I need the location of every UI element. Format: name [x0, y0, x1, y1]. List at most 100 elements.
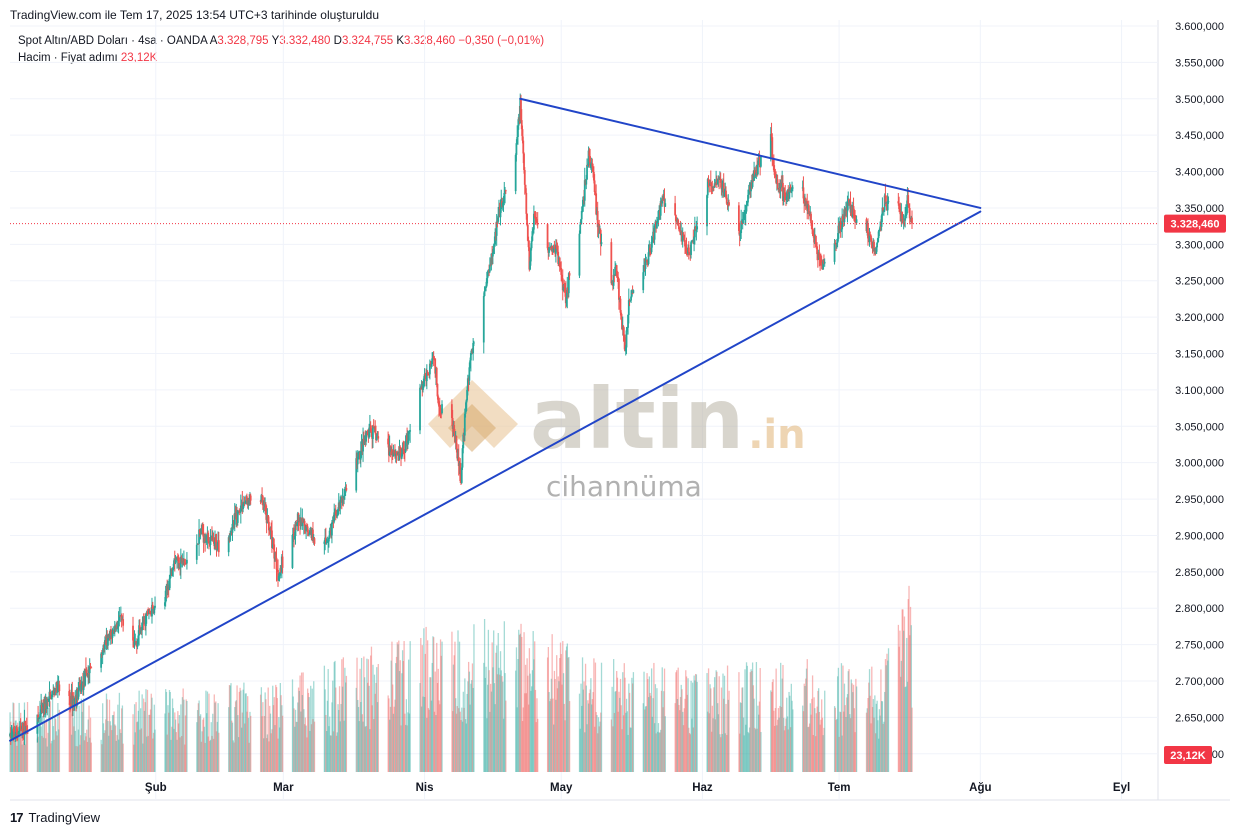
candle-body: [646, 259, 648, 263]
volume-bar: [614, 691, 616, 772]
volume-bar: [499, 651, 502, 772]
volume-bar: [583, 681, 585, 772]
candle-body: [214, 539, 216, 547]
volume-bar: [710, 731, 713, 772]
volume-bar: [424, 653, 427, 772]
candle-body: [24, 720, 27, 732]
volume-bar: [818, 711, 821, 772]
volume-bar: [789, 727, 792, 772]
y-tick-label: 3.150,000: [1175, 349, 1224, 361]
price-axis[interactable]: 3.600,000 3.550,000 3.500,000 3.450,000 3.40…: [1175, 21, 1224, 761]
candle-body: [457, 456, 460, 467]
candle-body: [520, 98, 522, 121]
volume-bar: [809, 703, 811, 772]
candle-body: [355, 458, 358, 491]
volume-indicator-label[interactable]: Hacim · Fiyat adımı: [18, 52, 118, 64]
volume-bar: [774, 708, 777, 772]
candle-body: [564, 287, 566, 290]
candle-body: [656, 219, 659, 223]
symbol-label[interactable]: Spot Altın/ABD Doları · 4sa · OANDA: [18, 35, 208, 47]
candle-body: [911, 217, 913, 224]
volume-bar: [198, 700, 200, 772]
volume-bar: [81, 711, 83, 772]
candle-body: [432, 355, 435, 359]
candle-body: [278, 575, 281, 577]
candle-body: [472, 343, 475, 354]
volume-bar: [229, 685, 231, 772]
candle-body: [784, 196, 787, 199]
volume-bar: [747, 731, 749, 772]
volume-bar: [500, 670, 502, 772]
volume-bar: [38, 712, 40, 772]
volume-bar: [647, 679, 649, 772]
trendline[interactable]: [519, 97, 982, 209]
candle-body: [846, 200, 849, 212]
candle-body: [345, 487, 348, 491]
volume-bar: [205, 690, 207, 772]
candle-body: [725, 197, 728, 204]
candle-body: [435, 367, 438, 384]
volume-bar: [371, 705, 373, 772]
volume-bar: [453, 655, 455, 772]
volume-bar: [846, 697, 848, 772]
candle-body: [527, 240, 530, 248]
candle-body: [816, 246, 818, 255]
volume-bar: [237, 737, 240, 772]
volume-bar: [41, 735, 43, 772]
volume-bar: [143, 710, 146, 772]
candle-body: [337, 509, 339, 516]
candle-body: [374, 427, 377, 434]
volume-bar: [57, 729, 60, 772]
candle-body: [810, 222, 813, 230]
volume-bar: [746, 665, 748, 772]
volume-bar: [723, 698, 725, 772]
candle-body: [18, 730, 21, 733]
time-axis[interactable]: Şub Mar Nis May Haz Tem Ağu Eyl: [145, 782, 1130, 794]
candle-body: [369, 425, 372, 433]
volume-bar: [495, 652, 497, 772]
volume-bar: [356, 657, 358, 772]
volume-bar: [757, 705, 759, 772]
tradingview-logo[interactable]: 17 TradingView: [10, 810, 100, 825]
y-tick-label: 3.400,000: [1175, 167, 1224, 179]
volume-bar: [556, 688, 559, 772]
volume-bar: [277, 738, 279, 772]
volume-bar: [739, 702, 742, 772]
volume-bar: [685, 670, 687, 772]
volume-bar: [357, 699, 359, 772]
volume-bar: [909, 606, 912, 772]
candle-body: [365, 433, 367, 442]
volume-bar: [887, 660, 889, 772]
volume-bar: [853, 708, 855, 772]
volume-bar: [151, 697, 153, 772]
volume-bar: [752, 685, 755, 772]
candle-body: [588, 150, 591, 157]
volume-bar: [879, 715, 881, 772]
trendline[interactable]: [9, 210, 982, 742]
candle-body: [594, 192, 597, 194]
candle-body: [305, 525, 308, 531]
volume-bar: [231, 720, 233, 772]
volume-bar: [246, 711, 248, 772]
volume-bar: [579, 728, 581, 772]
candle-body: [739, 233, 742, 236]
volume-bar: [720, 737, 722, 772]
candle-body: [209, 537, 212, 546]
volume-bar: [851, 683, 853, 772]
volume-bar: [85, 736, 87, 772]
volume-bar: [165, 691, 168, 772]
volume-bar: [119, 729, 121, 772]
volume-bar: [178, 715, 181, 772]
volume-bar: [86, 729, 88, 772]
volume-bar: [345, 675, 348, 772]
candle-body: [297, 513, 300, 522]
candle-body: [819, 257, 822, 260]
candle-body: [343, 492, 346, 496]
candle-body: [535, 217, 538, 221]
volume-bar: [429, 677, 431, 772]
volume-bar: [565, 646, 568, 772]
candle-body: [463, 413, 466, 436]
candle-body: [247, 498, 250, 506]
candle-body: [678, 225, 680, 230]
